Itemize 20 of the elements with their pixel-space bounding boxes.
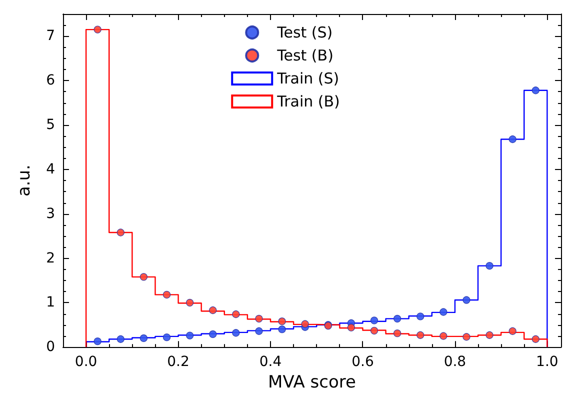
y-tick-label: 2 — [46, 250, 55, 266]
legend-label: Train (B) — [276, 92, 340, 110]
x-tick-label: 0.6 — [352, 354, 374, 370]
y-tick-label: 0 — [46, 339, 55, 356]
legend-label: Test (S) — [276, 24, 333, 42]
x-tick-label: 1.0 — [536, 354, 558, 370]
x-tick-label: 0.2 — [167, 354, 190, 370]
x-axis-title: MVA score — [268, 372, 356, 392]
x-tick-label: 0.8 — [444, 354, 466, 370]
legend-label: Test (B) — [276, 46, 334, 64]
y-tick-label: 4 — [46, 161, 56, 178]
x-tick-label: 0.0 — [74, 354, 98, 370]
y-axis-title: a.u. — [14, 164, 34, 197]
y-tick-label: 5 — [46, 117, 55, 134]
legend-label: Train (S) — [276, 70, 340, 88]
y-tick-label: 6 — [46, 72, 56, 89]
y-tick-label: 3 — [46, 206, 55, 222]
y-tick-label: 7 — [46, 28, 55, 44]
x-tick-label: 0.4 — [259, 354, 282, 370]
y-tick-label: 1 — [46, 294, 55, 311]
